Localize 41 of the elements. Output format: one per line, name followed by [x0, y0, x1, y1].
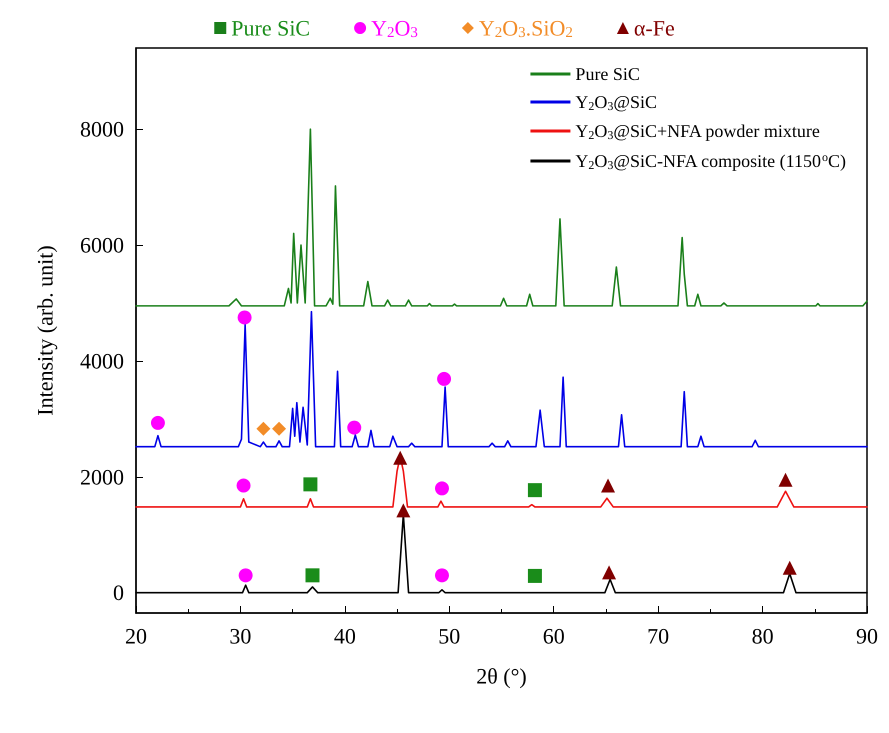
legend-label: α-Fe [634, 16, 675, 40]
legend-label: Pure SiC [575, 64, 640, 84]
y-tick-label: 8000 [80, 116, 124, 142]
point [778, 472, 793, 487]
point [437, 372, 452, 386]
point [434, 568, 449, 582]
x-tick-label: 70 [647, 624, 670, 648]
point [434, 481, 449, 496]
point [393, 450, 408, 465]
x-tick-label: 20 [125, 624, 147, 648]
point [601, 478, 616, 493]
y-tick-label: 0 [113, 580, 124, 606]
point [256, 422, 270, 436]
line-series [135, 310, 868, 448]
point [528, 483, 542, 498]
point [782, 560, 797, 575]
legend-label: Y2O3.SiO2 [478, 16, 573, 41]
point [238, 568, 253, 582]
point [272, 422, 286, 436]
point [305, 568, 320, 582]
x-tick-label: 90 [856, 624, 878, 648]
legend-label: Y2O3 [371, 16, 418, 41]
point [150, 416, 165, 430]
point [347, 420, 362, 435]
y-tick-label: 6000 [80, 232, 124, 258]
point [238, 310, 252, 324]
point [602, 565, 616, 580]
y-tick-label: 2000 [80, 464, 124, 490]
x-tick-label: 50 [438, 624, 460, 648]
x-tick-label: 80 [752, 624, 774, 648]
point [528, 568, 542, 583]
y-tick-label: 4000 [80, 348, 124, 374]
point [396, 503, 410, 518]
y-axis-title: Intensity (arb. unit) [32, 245, 58, 416]
point [303, 477, 318, 492]
x-tick-label: 60 [542, 624, 565, 648]
x-tick-label: 40 [334, 624, 356, 648]
legend-label: Pure SiC [231, 16, 310, 40]
x-tick-label: 30 [229, 624, 252, 648]
x-axis-title: 2θ (°) [476, 664, 527, 688]
point [236, 478, 251, 493]
